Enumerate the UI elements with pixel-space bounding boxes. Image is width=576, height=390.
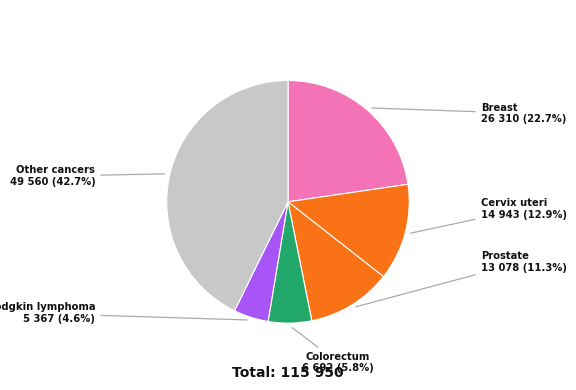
- Text: Other cancers
49 560 (42.7%): Other cancers 49 560 (42.7%): [10, 165, 164, 187]
- Text: Prostate
13 078 (11.3%): Prostate 13 078 (11.3%): [356, 251, 567, 307]
- Wedge shape: [288, 80, 408, 202]
- Wedge shape: [288, 202, 384, 321]
- Text: Non-Hodgkin lymphoma
5 367 (4.6%): Non-Hodgkin lymphoma 5 367 (4.6%): [0, 302, 247, 324]
- Text: Colorectum
6 692 (5.8%): Colorectum 6 692 (5.8%): [292, 328, 374, 373]
- Text: Breast
26 310 (22.7%): Breast 26 310 (22.7%): [372, 103, 566, 124]
- Wedge shape: [166, 80, 288, 311]
- Text: Number of new cases in 2018, both sexes, all ages: Number of new cases in 2018, both sexes,…: [78, 15, 498, 30]
- Wedge shape: [234, 202, 288, 321]
- Text: Cervix uteri
14 943 (12.9%): Cervix uteri 14 943 (12.9%): [411, 198, 567, 233]
- Wedge shape: [288, 184, 410, 277]
- Text: Total: 115 950: Total: 115 950: [232, 366, 344, 380]
- Wedge shape: [268, 202, 312, 323]
